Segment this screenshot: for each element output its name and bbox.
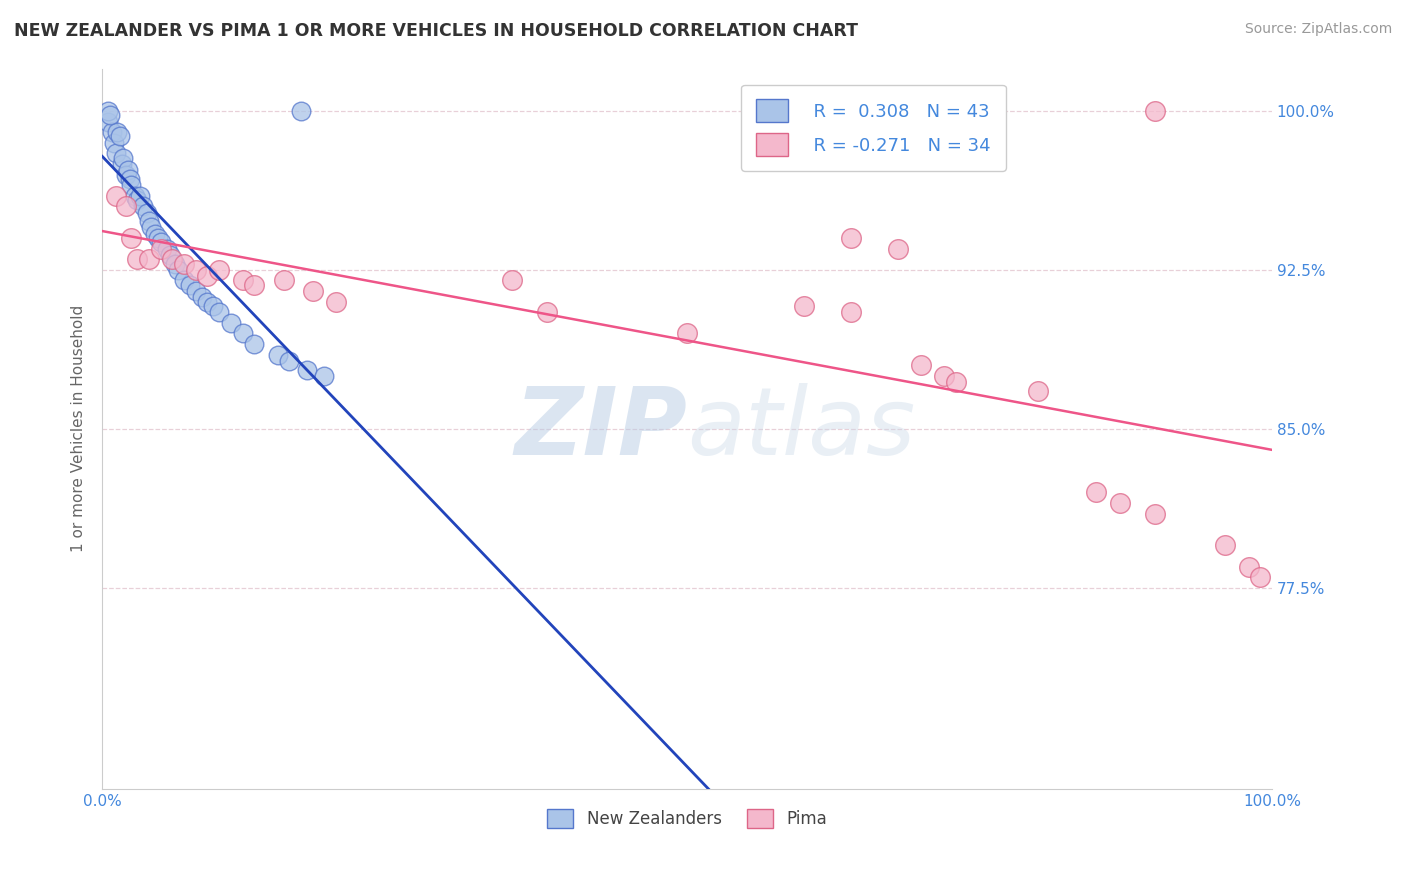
Point xyxy=(135,205,157,219)
Point xyxy=(886,242,908,256)
Point xyxy=(163,256,186,270)
Point xyxy=(314,368,336,383)
Point xyxy=(1213,538,1236,552)
Point xyxy=(141,220,163,235)
Point xyxy=(117,163,139,178)
Point xyxy=(184,263,207,277)
Point xyxy=(202,299,225,313)
Point xyxy=(138,214,160,228)
Point xyxy=(132,199,155,213)
Point xyxy=(1143,507,1166,521)
Point xyxy=(232,326,254,341)
Point xyxy=(120,171,142,186)
Point xyxy=(190,290,212,304)
Text: NEW ZEALANDER VS PIMA 1 OR MORE VEHICLES IN HOUSEHOLD CORRELATION CHART: NEW ZEALANDER VS PIMA 1 OR MORE VEHICLES… xyxy=(14,22,858,40)
Point xyxy=(184,284,207,298)
Point xyxy=(839,305,862,319)
Text: Source: ZipAtlas.com: Source: ZipAtlas.com xyxy=(1244,22,1392,37)
Point xyxy=(149,235,172,250)
Point xyxy=(128,188,150,202)
Point xyxy=(112,151,135,165)
Point xyxy=(273,273,295,287)
Point xyxy=(910,359,932,373)
Point xyxy=(934,368,956,383)
Point xyxy=(1249,570,1271,584)
Point xyxy=(127,252,149,267)
Point xyxy=(105,146,128,161)
Point xyxy=(208,305,231,319)
Point xyxy=(105,188,128,202)
Point xyxy=(100,108,122,122)
Point xyxy=(290,103,312,118)
Point xyxy=(100,125,122,139)
Point xyxy=(148,231,170,245)
Point xyxy=(97,103,120,118)
Point xyxy=(266,348,288,362)
Text: atlas: atlas xyxy=(688,384,915,475)
Point xyxy=(197,269,219,284)
Point xyxy=(173,273,195,287)
Point xyxy=(114,199,136,213)
Point xyxy=(107,125,129,139)
Point xyxy=(120,178,142,193)
Point xyxy=(173,256,195,270)
Point xyxy=(501,273,523,287)
Point xyxy=(120,231,142,245)
Point xyxy=(1085,485,1108,500)
Point xyxy=(839,231,862,245)
Point xyxy=(179,277,201,292)
Point xyxy=(108,129,131,144)
Legend: New Zealanders, Pima: New Zealanders, Pima xyxy=(540,803,834,835)
Point xyxy=(301,284,323,298)
Point xyxy=(295,362,318,376)
Point xyxy=(97,114,120,128)
Point xyxy=(159,248,181,262)
Point xyxy=(143,227,166,241)
Point xyxy=(155,242,177,256)
Point xyxy=(325,294,347,309)
Y-axis label: 1 or more Vehicles in Household: 1 or more Vehicles in Household xyxy=(72,305,86,552)
Point xyxy=(138,252,160,267)
Point xyxy=(1108,496,1130,510)
Point xyxy=(167,263,190,277)
Point xyxy=(197,294,219,309)
Point xyxy=(114,168,136,182)
Point xyxy=(127,193,149,207)
Point xyxy=(243,277,266,292)
Point xyxy=(232,273,254,287)
Point xyxy=(111,157,134,171)
Point xyxy=(1143,103,1166,118)
Point xyxy=(1237,559,1260,574)
Point xyxy=(208,263,231,277)
Point xyxy=(162,252,184,267)
Point xyxy=(676,326,699,341)
Point xyxy=(793,299,815,313)
Text: ZIP: ZIP xyxy=(515,383,688,475)
Point xyxy=(945,376,967,390)
Point xyxy=(124,188,146,202)
Point xyxy=(536,305,558,319)
Point xyxy=(243,337,266,351)
Point xyxy=(1026,384,1049,398)
Point xyxy=(278,354,301,368)
Point xyxy=(149,242,172,256)
Point xyxy=(103,136,125,150)
Point xyxy=(219,316,242,330)
